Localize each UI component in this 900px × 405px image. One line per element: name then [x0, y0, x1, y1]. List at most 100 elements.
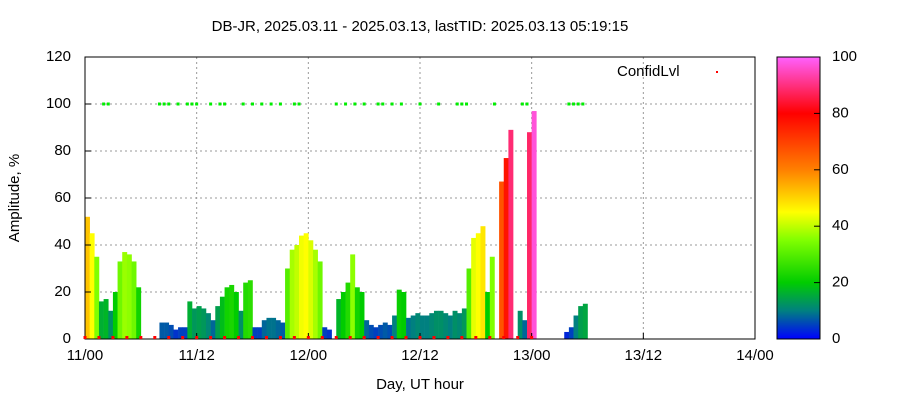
impulse — [261, 320, 267, 339]
impulse — [85, 216, 90, 339]
confid-point — [139, 336, 143, 339]
impulse — [308, 240, 314, 339]
impulse — [196, 306, 202, 339]
impulse — [420, 315, 425, 339]
impulse — [299, 235, 304, 339]
impulse — [168, 324, 174, 339]
x-tick-label: 12/00 — [290, 347, 328, 364]
confid-point — [390, 336, 394, 339]
impulse — [215, 306, 221, 339]
impulse — [192, 308, 197, 339]
colorbar — [776, 56, 821, 340]
impulse — [201, 308, 207, 339]
confid-point — [376, 336, 380, 339]
y-axis-label: Amplitude, % — [6, 154, 23, 242]
impulse — [568, 327, 574, 339]
confid-point — [167, 336, 171, 339]
confid-point — [223, 102, 227, 106]
impulse — [312, 249, 318, 339]
confid-point — [348, 336, 352, 339]
y-tick-label: 40 — [54, 236, 71, 253]
confid-point — [334, 102, 338, 106]
impulse — [359, 292, 365, 339]
confid-point — [572, 102, 576, 106]
confid-point — [292, 102, 296, 106]
confid-point — [418, 336, 422, 339]
confid-point — [474, 336, 478, 339]
confid-point — [520, 102, 524, 106]
confid-point — [362, 336, 366, 339]
impulse — [187, 301, 193, 339]
impulse — [578, 306, 584, 339]
confid-point — [162, 102, 166, 106]
impulse — [136, 287, 142, 339]
confid-point — [181, 336, 185, 339]
impulse — [294, 245, 300, 339]
impulse — [336, 299, 342, 339]
impulse — [233, 292, 239, 339]
confid-point — [381, 102, 385, 106]
confid-point — [344, 102, 348, 106]
impulse — [480, 226, 486, 339]
colorbar-tick-label: 40 — [832, 217, 849, 234]
confid-point — [251, 102, 254, 106]
confid-point — [167, 102, 171, 106]
impulse — [415, 313, 421, 339]
confid-point — [153, 336, 157, 339]
confid-point — [209, 102, 213, 106]
confid-point — [567, 102, 571, 106]
impulse — [322, 327, 328, 339]
impulse — [368, 324, 374, 339]
confid-point — [218, 102, 222, 106]
impulse — [326, 329, 332, 339]
impulse — [410, 315, 416, 339]
confid-point — [432, 336, 436, 339]
impulse — [266, 317, 272, 339]
impulse — [159, 322, 165, 339]
impulse — [531, 111, 537, 339]
confid-point — [362, 102, 366, 106]
impulse — [443, 313, 449, 339]
confid-point — [488, 336, 492, 339]
impulse — [438, 310, 444, 339]
colorbar-tick-label: 100 — [832, 48, 857, 65]
confid-point — [418, 102, 422, 106]
impulse — [289, 249, 295, 339]
y-tick-label: 100 — [46, 95, 71, 112]
confid-point — [376, 102, 380, 106]
impulse — [392, 315, 398, 339]
confid-point — [576, 102, 580, 106]
impulse — [508, 129, 514, 339]
impulse — [210, 320, 216, 339]
impulse — [564, 331, 570, 339]
impulse — [182, 327, 188, 339]
impulse — [117, 261, 123, 339]
confid-point — [269, 102, 273, 106]
confid-point — [530, 336, 534, 339]
impulse — [275, 320, 281, 339]
confid-point — [237, 336, 241, 339]
impulse — [126, 254, 132, 339]
impulse — [573, 315, 579, 339]
impulse — [238, 310, 244, 339]
confid-point — [209, 336, 213, 339]
impulse — [350, 254, 356, 339]
impulse — [131, 261, 137, 339]
confid-point — [292, 336, 296, 339]
impulse — [280, 322, 286, 339]
impulse — [466, 268, 472, 339]
confid-point — [404, 336, 408, 339]
impulse — [424, 315, 430, 339]
impulse — [303, 233, 309, 339]
x-tick-label: 12/12 — [401, 347, 439, 364]
confid-point — [306, 336, 310, 339]
impulse — [219, 296, 225, 339]
impulse — [378, 324, 384, 339]
impulse — [401, 292, 407, 339]
impulse — [406, 317, 411, 339]
colorbar-tick-label: 80 — [832, 104, 849, 121]
impulse — [164, 322, 170, 339]
confid-point — [399, 102, 403, 106]
confid-point — [525, 102, 529, 106]
